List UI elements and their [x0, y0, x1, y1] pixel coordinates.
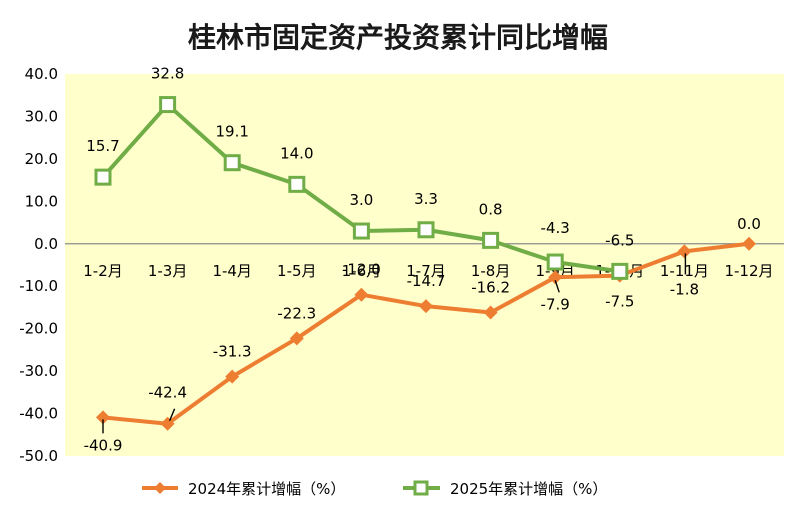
data-point-2024 — [160, 416, 175, 431]
y-tick-label: -50.0 — [19, 447, 58, 465]
data-point-2025 — [417, 221, 435, 239]
data-label-2024: -7.5 — [605, 293, 634, 311]
data-label-2025: 32.8 — [151, 65, 184, 83]
legend-2024-marker — [154, 482, 166, 494]
plot-area — [65, 74, 784, 456]
x-category-label: 1-4月 — [212, 262, 252, 280]
data-point-2024 — [289, 331, 304, 346]
x-category-label: 1-3月 — [148, 262, 188, 280]
data-label-2024: -14.7 — [407, 272, 446, 290]
y-tick-label: 10.0 — [25, 192, 58, 210]
data-point-2024 — [483, 305, 498, 320]
data-label-2025: 19.1 — [215, 123, 248, 141]
data-point-2025 — [482, 231, 500, 249]
data-label-2024: -7.9 — [541, 295, 570, 313]
x-category-label: 1-2月 — [83, 262, 123, 280]
data-point-2024 — [225, 369, 240, 384]
legend-2025-marker — [413, 480, 429, 496]
chart-title: 桂林市固定资产投资累计同比增幅 — [188, 21, 608, 54]
data-label-2025: 3.3 — [414, 190, 438, 208]
data-point-2025 — [159, 96, 177, 114]
x-category-label: 1-12月 — [724, 262, 773, 280]
data-label-leader-line — [554, 280, 560, 293]
x-category-label: 1-11月 — [660, 262, 709, 280]
y-tick-label: 30.0 — [25, 107, 58, 125]
data-label-2025: 15.7 — [86, 137, 119, 155]
data-label-2024: -42.4 — [148, 384, 187, 402]
x-category-label: 1-7月 — [406, 262, 446, 280]
data-label-leader-line — [168, 408, 176, 422]
data-label-2025: -4.3 — [541, 219, 570, 237]
y-tick-label: -30.0 — [19, 362, 58, 380]
data-label-2025: 14.0 — [280, 144, 313, 162]
x-category-label: 1-8月 — [471, 262, 511, 280]
data-label-2024: -22.3 — [277, 304, 316, 322]
chart-legend: 2024年累计增幅（%） 2025年累计增幅（%） — [142, 480, 607, 498]
data-label-2025: 3.0 — [349, 191, 373, 209]
data-point-2024 — [96, 410, 110, 425]
y-tick-label: 20.0 — [25, 150, 58, 168]
data-label-2024: -16.2 — [471, 279, 510, 297]
y-tick-label: -20.0 — [19, 320, 58, 338]
legend-2025-label: 2025年累计增幅（%） — [450, 480, 607, 498]
data-point-2024 — [548, 270, 563, 285]
y-tick-label: 0.0 — [34, 235, 58, 253]
data-label-2024: -12.0 — [342, 261, 381, 279]
data-label-2024: -31.3 — [213, 343, 252, 361]
data-label-2024: -40.9 — [84, 436, 123, 454]
data-point-2024 — [677, 244, 692, 259]
data-point-2024 — [354, 287, 369, 302]
data-point-2025 — [611, 262, 629, 280]
data-point-2025 — [94, 168, 112, 186]
y-tick-label: 40.0 — [25, 65, 58, 83]
data-point-2025 — [546, 253, 564, 271]
data-point-2024 — [742, 236, 756, 251]
data-point-2025 — [223, 154, 241, 172]
data-point-2025 — [352, 222, 370, 240]
data-point-2025 — [288, 175, 306, 193]
data-label-2024: 0.0 — [737, 215, 761, 233]
y-tick-label: -40.0 — [19, 405, 58, 423]
x-category-label: 1-6月 — [342, 262, 382, 280]
data-label-2025: -6.5 — [605, 231, 634, 249]
legend-2024-label: 2024年累计增幅（%） — [188, 480, 345, 498]
data-label-2025: 0.8 — [479, 200, 503, 218]
y-tick-label: -10.0 — [19, 277, 58, 295]
x-category-label: 1-5月 — [277, 262, 317, 280]
data-point-2024 — [419, 299, 433, 314]
data-label-2024: -1.8 — [670, 280, 699, 298]
